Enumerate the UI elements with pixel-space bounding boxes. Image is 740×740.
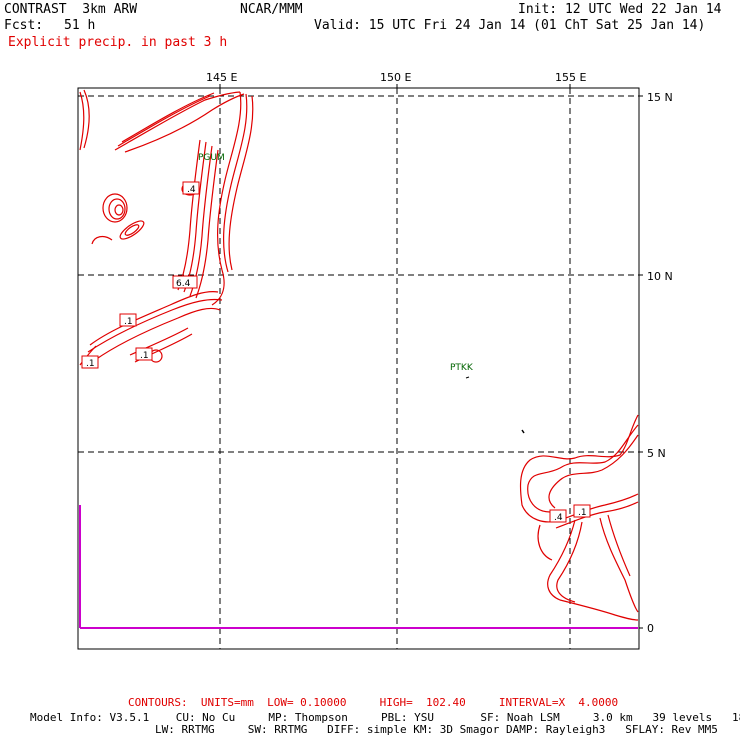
lat-label-0: 0	[647, 622, 654, 635]
forecast-label: Fcst:	[4, 18, 44, 33]
contour-labels: .4 6.4 .1 .1 .1 .4 .1	[81, 181, 591, 523]
model-title: CONTRAST 3km ARW	[4, 2, 138, 17]
station-pgum: PGUM	[198, 153, 225, 163]
lat-lon-grid	[78, 88, 639, 649]
org-label: NCAR/MMM	[240, 2, 303, 17]
contour-label: .4	[554, 513, 563, 523]
contour-label: .1	[86, 359, 95, 369]
lat-label-15n: 15 N	[647, 91, 673, 104]
contour-label: .1	[578, 508, 587, 518]
contour-label: .4	[187, 185, 196, 195]
lon-label-150e: 150 E	[380, 71, 411, 84]
field-title: Explicit precip. in past 3 h	[8, 35, 228, 50]
init-time: Init: 12 UTC Wed 22 Jan 14	[518, 2, 722, 17]
lat-label-5n: 5 N	[647, 447, 666, 460]
valid-time: Valid: 15 UTC Fri 24 Jan 14 (01 ChT Sat …	[314, 18, 706, 33]
lon-label-145e: 145 E	[206, 71, 237, 84]
precip-contours-southeast	[519, 414, 639, 621]
station-ptkk: PTKK	[450, 363, 474, 373]
contour-label: .1	[124, 317, 133, 327]
contours-info: CONTOURS: UNITS=mm LOW= 0.10000 HIGH= 10…	[128, 696, 619, 709]
lon-label-155e: 155 E	[555, 71, 586, 84]
map-frame	[77, 87, 640, 650]
domain-boundary	[79, 505, 638, 629]
contour-label: 6.4	[176, 279, 191, 289]
forecast-hours: 51 h	[64, 18, 96, 33]
model-info-line-1: Model Info: V3.5.1 CU: No Cu MP: Thompso…	[30, 711, 740, 724]
model-info-line-2: LW: RRTMG SW: RRTMG DIFF: simple KM: 3D …	[155, 723, 718, 736]
island-marker	[521, 429, 525, 434]
island-marker	[465, 376, 470, 379]
precip-contours-northwest	[79, 89, 254, 366]
lat-label-10n: 10 N	[647, 270, 673, 283]
contour-label: .1	[140, 351, 149, 361]
